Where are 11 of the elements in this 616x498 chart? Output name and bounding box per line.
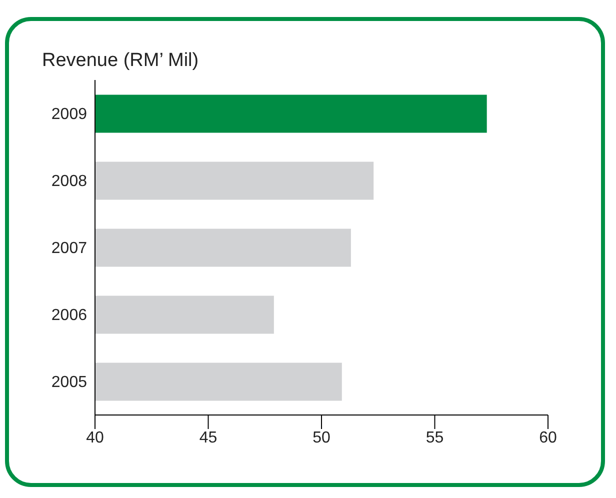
y-tick-label: 2005 — [51, 374, 88, 392]
y-tick-label: 2007 — [51, 240, 88, 258]
x-tick-label: 55 — [426, 429, 444, 446]
x-tick-label: 40 — [86, 429, 104, 446]
y-tick-label: 2009 — [51, 106, 88, 124]
y-tick-label: 2006 — [51, 307, 88, 324]
x-tick-label: 60 — [539, 429, 557, 446]
y-tick-label: 2008 — [51, 173, 88, 190]
chart-title: Revenue (RM’ Mil) — [42, 50, 199, 72]
x-tick-label: 50 — [312, 429, 330, 446]
x-tick-label: 45 — [199, 429, 218, 446]
